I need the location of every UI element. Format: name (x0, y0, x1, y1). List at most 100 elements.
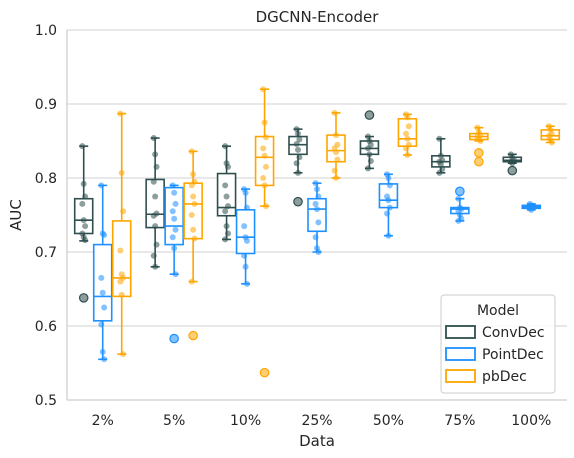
data-point (82, 237, 89, 244)
data-point (315, 193, 322, 200)
legend: Model ConvDec PointDec pbDec (440, 294, 556, 394)
x-tick-labels: 2% 5% 10% 25% 50% 75% 100% (92, 413, 552, 429)
y-tick-label: 0.7 (35, 245, 57, 261)
y-axis-label: AUC (7, 199, 25, 231)
data-point (295, 146, 301, 153)
data-point (295, 169, 301, 176)
data-point (171, 245, 178, 252)
box-group (145, 135, 165, 270)
y-tick-label: 0.5 (35, 393, 57, 409)
data-point (509, 160, 516, 167)
box (92, 243, 113, 322)
data-point (224, 230, 231, 237)
outlier-point (188, 330, 198, 341)
data-point (222, 182, 229, 189)
data-point (118, 169, 125, 176)
data-point (101, 304, 108, 311)
data-point (314, 186, 320, 193)
data-point (262, 134, 269, 141)
data-point (98, 321, 105, 328)
data-point (99, 348, 106, 355)
data-point (404, 114, 411, 121)
outlier-point (169, 333, 179, 344)
data-point (366, 151, 373, 158)
outlier-point (507, 165, 518, 176)
data-point (224, 163, 231, 170)
box-group (288, 126, 308, 207)
data-point (386, 182, 393, 189)
legend-label: PointDec (482, 347, 544, 363)
x-axis-label: Data (299, 432, 335, 450)
box-group (183, 148, 203, 341)
outlier-point (78, 293, 89, 303)
x-tick-label: 100% (511, 413, 551, 429)
y-tick-label: 0.6 (35, 319, 57, 335)
box-group (359, 110, 380, 172)
data-point (222, 236, 229, 243)
x-tick-label: 10% (230, 413, 261, 429)
data-point (293, 140, 300, 147)
data-point (117, 110, 124, 117)
box-group (397, 111, 418, 159)
box (145, 178, 165, 229)
data-point (188, 148, 195, 155)
data-point (190, 226, 197, 233)
data-point (191, 235, 198, 242)
data-point (243, 237, 250, 244)
data-point (312, 180, 319, 187)
data-point (296, 136, 303, 143)
data-point (117, 278, 124, 285)
data-point (117, 247, 124, 254)
data-point (98, 274, 105, 281)
data-point (333, 149, 339, 156)
data-point (367, 157, 374, 164)
data-point (365, 145, 372, 152)
box-group (254, 86, 275, 378)
outlier-point (259, 367, 270, 378)
x-tick-label: 75% (444, 413, 475, 429)
data-point (169, 208, 176, 215)
data-point (436, 169, 443, 176)
data-point (152, 151, 159, 158)
y-tick-label: 0.9 (35, 97, 57, 113)
data-point (334, 156, 341, 163)
data-point (312, 234, 319, 241)
box-group (469, 124, 489, 167)
data-point (314, 206, 320, 213)
box-group (164, 182, 184, 344)
data-point (385, 175, 392, 181)
data-point (171, 189, 178, 196)
data-point (79, 200, 86, 207)
data-point (241, 252, 248, 259)
data-point (150, 135, 157, 142)
legend-entries: ConvDec PointDec pbDec (445, 325, 545, 385)
data-point (333, 175, 339, 181)
data-point (242, 263, 249, 270)
data-point (82, 223, 89, 230)
data-point (82, 193, 89, 200)
data-point (386, 204, 393, 211)
data-point (153, 241, 160, 248)
box-group (235, 186, 256, 287)
data-point (223, 193, 230, 200)
data-point (152, 263, 159, 270)
legend-swatch (445, 369, 476, 383)
data-point (315, 219, 322, 226)
data-point (455, 217, 462, 224)
y-tick-label: 0.8 (35, 171, 57, 187)
data-point (528, 206, 535, 213)
box-group (73, 143, 94, 303)
data-point (455, 195, 462, 202)
data-point (120, 208, 127, 215)
box-group (521, 200, 542, 213)
box-group (378, 171, 399, 239)
data-point (98, 182, 105, 189)
data-point (242, 189, 249, 196)
data-point (150, 178, 157, 185)
data-point (260, 145, 267, 152)
box (111, 220, 132, 298)
data-point (188, 278, 195, 285)
data-point (295, 130, 301, 137)
legend-swatch (445, 325, 476, 339)
